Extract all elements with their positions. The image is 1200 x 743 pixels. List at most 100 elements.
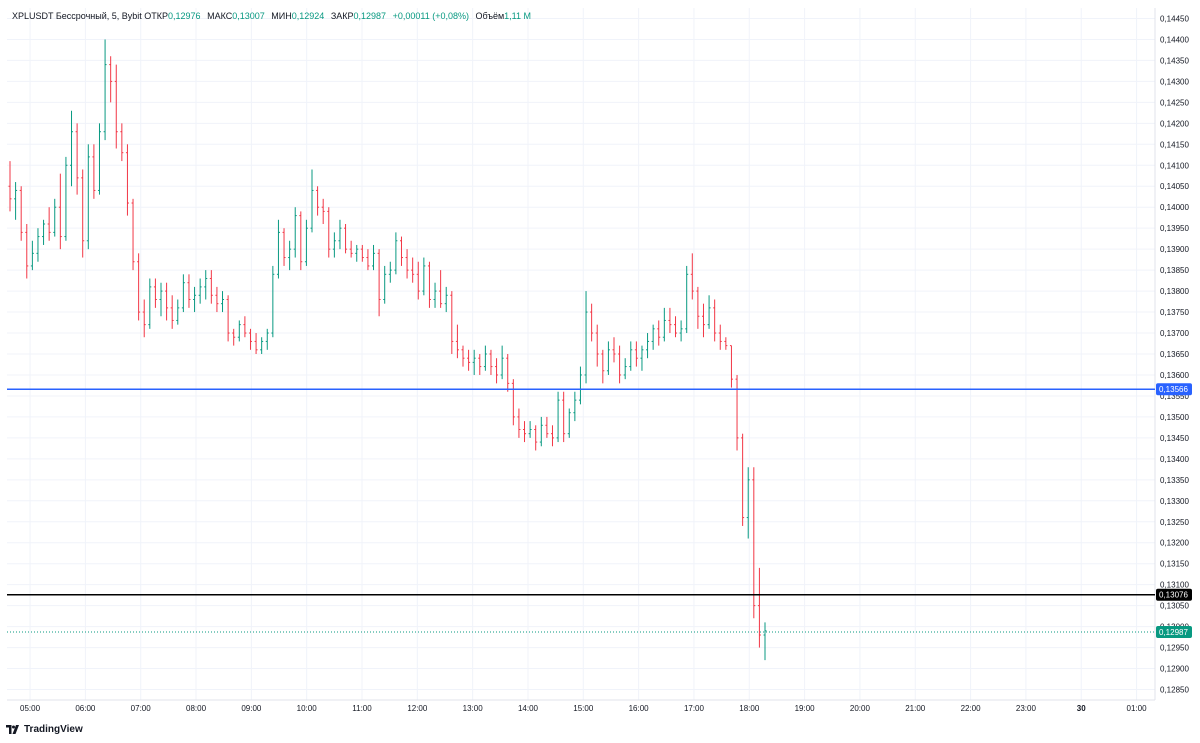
ohlc-bar [47,207,51,241]
ohlc-bar [221,291,225,313]
ohlc-bar [523,421,527,443]
ohlc-bar [349,240,353,258]
ohlc-bar [332,232,336,258]
ohlc-bar [618,345,622,384]
symbol-title[interactable]: XPLUSDT Бессрочный, 5, Bybit [12,11,142,21]
high-value: 0,13007 [232,11,265,21]
ohlc-bar [42,219,46,245]
ohlc-bar [399,236,403,266]
y-tick-label: 0,12850 [1160,686,1189,695]
ohlc-bar [517,408,521,438]
ohlc-bar [646,333,650,359]
ohlc-bar [187,274,191,308]
low-label: МИН [271,11,292,21]
y-tick-label: 0,13400 [1160,455,1189,464]
ohlc-bar [634,341,638,367]
y-tick-label: 0,13650 [1160,350,1189,359]
ohlc-bar [612,337,616,363]
y-tick-label: 0,14350 [1160,56,1189,65]
ohlc-bar [53,198,57,237]
ohlc-bar [165,282,169,321]
y-tick-label: 0,14100 [1160,161,1189,170]
ohlc-bar [439,270,443,308]
y-tick-label: 0,13800 [1160,287,1189,296]
ohlc-bar [232,328,236,346]
ohlc-bar [254,333,258,354]
x-tick-label: 16:00 [629,704,650,713]
ohlc-bar [685,265,689,334]
ohlc-bar [657,320,661,346]
x-tick-label: 08:00 [186,704,207,713]
brand-footer[interactable]: TradingView [6,724,83,735]
ohlc-bar [729,345,733,388]
ohlc-bar [142,299,146,338]
y-tick-label: 0,14000 [1160,203,1189,212]
ohlc-bar [662,307,666,342]
x-tick-label: 18:00 [739,704,760,713]
ohlc-bar [741,433,745,526]
ohlc-bar [601,349,605,384]
y-tick-label: 0,13950 [1160,224,1189,233]
ohlc-bar [344,223,348,254]
y-tick-label: 0,13700 [1160,329,1189,338]
ohlc-bar [539,416,543,447]
ohlc-bar [578,366,582,405]
ohlc-bar [567,408,571,438]
close-value: 0,12987 [353,11,387,21]
ohlc-bar [394,232,398,275]
ohlc-bar [668,307,672,334]
x-tick-label: 11:00 [352,704,372,713]
y-tick-label: 0,13850 [1160,266,1189,275]
ohlc-bar [120,123,124,162]
ohlc-bar [176,299,180,325]
ohlc-bar [640,345,644,371]
y-tick-label: 0,14250 [1160,98,1189,107]
ohlc-bar [427,261,431,308]
ohlc-bar [606,341,610,375]
ohlc-bar [181,274,185,313]
ohlc-bar [271,265,275,338]
ohlc-bar [14,182,18,220]
y-tick-label: 0,14400 [1160,35,1189,44]
last-price-tag [1156,626,1192,639]
price-tag-label: 0,13566 [1159,385,1188,394]
price-tag [1156,383,1192,396]
ohlc-bar [243,316,247,338]
x-tick-label: 22:00 [961,704,982,713]
price-tag-label: 0,13076 [1159,591,1188,600]
ohlc-bar [237,320,241,342]
ohlc-bar [75,123,79,195]
price-axis: 0,14450 0,14400 0,14350 0,14300 0,14250 0,142… [1160,14,1189,694]
ohlc-bar [193,286,197,313]
ohlc-bar [433,282,437,308]
ohlc-bar [679,320,683,342]
plot-frame [7,8,1156,701]
ohlc-bar [265,328,269,350]
ohlc-bar [713,299,717,342]
y-tick-label: 0,13150 [1160,560,1189,569]
open-label: ОТКР [144,11,169,21]
ohlc-bar [590,303,594,342]
y-tick-label: 0,13450 [1160,434,1189,443]
ohlc-bar [724,337,728,350]
ohlc-bar [36,228,40,262]
ohlc-bar [70,110,74,187]
ohlc-bar [204,270,208,300]
ohlc-bar [327,207,331,258]
price-tag [1156,588,1192,601]
ohlc-bar [81,169,85,258]
ohlc-bar [455,324,459,359]
ohlc-bar [114,64,118,149]
ohlc-bar [534,425,538,451]
ohlc-bar [153,278,157,308]
ohlc-bar [450,291,454,354]
ohlc-bar [316,186,320,216]
ohlc-bar [299,211,303,271]
ohlc-bar [282,228,286,266]
ohlc-bar [30,240,34,271]
x-tick-label: 01:00 [1127,704,1148,713]
x-tick-label: 30 [1077,704,1086,713]
ohlc-bar [293,207,297,258]
ohlc-bar [511,379,515,426]
